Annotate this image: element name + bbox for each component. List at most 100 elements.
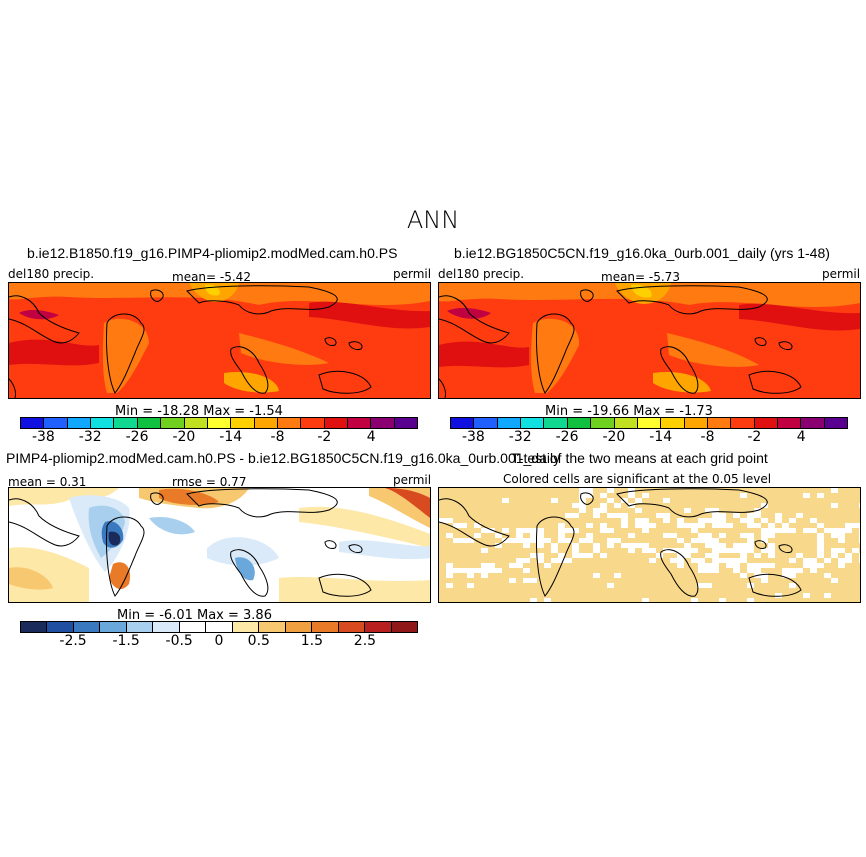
insignificant-cell bbox=[705, 508, 712, 513]
insignificant-cell bbox=[691, 548, 698, 553]
insignificant-cell bbox=[586, 533, 593, 538]
colorbar-top-left-swatch-16 bbox=[394, 418, 418, 428]
insignificant-cell bbox=[803, 558, 810, 563]
insignificant-cell bbox=[656, 553, 663, 558]
insignificant-cell bbox=[789, 558, 796, 563]
insignificant-cell bbox=[635, 498, 642, 503]
insignificant-cell bbox=[635, 543, 642, 548]
insignificant-cell bbox=[593, 513, 600, 518]
insignificant-cell bbox=[537, 533, 544, 538]
colorbar-bottom-left-tick-label: -0.5 bbox=[165, 633, 193, 649]
colorbar-top-right-swatch-5 bbox=[567, 418, 592, 428]
insignificant-cell bbox=[768, 563, 775, 568]
insignificant-cell bbox=[453, 568, 460, 573]
insignificant-cell bbox=[495, 568, 502, 573]
insignificant-cell bbox=[705, 583, 712, 588]
insignificant-cell bbox=[747, 533, 754, 538]
insignificant-cell bbox=[782, 568, 789, 573]
colorbar-bottom-left-tick-label: 0 bbox=[214, 633, 224, 649]
insignificant-cell bbox=[831, 503, 838, 508]
insignificant-cell bbox=[677, 558, 684, 563]
heatmap-bottom-left bbox=[9, 488, 430, 602]
insignificant-cell bbox=[579, 488, 586, 493]
insignificant-cell bbox=[537, 528, 544, 533]
insignificant-cell bbox=[768, 528, 775, 533]
insignificant-cell bbox=[845, 528, 852, 533]
insignificant-cell bbox=[768, 543, 775, 548]
insignificant-cell bbox=[852, 548, 859, 553]
insignificant-cell bbox=[600, 503, 607, 508]
figure-title: ANN bbox=[406, 206, 460, 234]
insignificant-cell bbox=[607, 513, 614, 518]
insignificant-cell bbox=[642, 598, 649, 602]
insignificant-cell bbox=[544, 563, 551, 568]
insignificant-cell bbox=[719, 518, 726, 523]
insignificant-cell bbox=[600, 528, 607, 533]
colorbar-bottom-left-swatch-4 bbox=[126, 622, 154, 632]
insignificant-cell bbox=[558, 533, 565, 538]
insignificant-cell bbox=[810, 558, 817, 563]
insignificant-cell bbox=[789, 568, 796, 573]
insignificant-cell bbox=[460, 538, 467, 543]
colorbar-top-right-swatch-4 bbox=[544, 418, 568, 428]
insignificant-cell bbox=[845, 558, 852, 563]
colorbar-top-left-swatch-12 bbox=[301, 418, 325, 428]
insignificant-cell bbox=[705, 533, 712, 538]
insignificant-cell bbox=[712, 538, 719, 543]
insignificant-cell bbox=[684, 548, 691, 553]
insignificant-cell bbox=[747, 523, 754, 528]
insignificant-cell bbox=[614, 503, 621, 508]
colorbar-top-right-swatch-2 bbox=[497, 418, 522, 428]
insignificant-cell bbox=[817, 553, 824, 558]
colorbar-bottom-left-swatch-11 bbox=[312, 622, 339, 632]
insignificant-cell bbox=[523, 538, 530, 543]
insignificant-cell bbox=[698, 538, 705, 543]
colorbar-bottom-left-tick-label: -2.5 bbox=[59, 633, 87, 649]
insignificant-cell bbox=[761, 503, 768, 508]
insignificant-cell bbox=[628, 488, 635, 493]
panel-title-top-left: b.ie12.B1850.f19_g16.PIMP4-pliomip2.modM… bbox=[27, 245, 398, 261]
insignificant-cell bbox=[453, 538, 460, 543]
insignificant-cell bbox=[810, 568, 817, 573]
insignificant-cell bbox=[600, 523, 607, 528]
insignificant-cell bbox=[558, 558, 565, 563]
insignificant-cell bbox=[663, 513, 670, 518]
insignificant-cell bbox=[516, 558, 523, 563]
insignificant-cell bbox=[754, 568, 761, 573]
insignificant-cell bbox=[684, 543, 691, 548]
colorbar-top-right-swatch-7 bbox=[614, 418, 638, 428]
insignificant-cell bbox=[817, 563, 824, 568]
colorbar-top-left-tick-label: 4 bbox=[366, 429, 376, 445]
insignificant-cell bbox=[859, 538, 860, 543]
colorbar-bottom-left-swatch-7 bbox=[206, 622, 233, 632]
insignificant-cell bbox=[796, 553, 803, 558]
insignificant-cell bbox=[747, 518, 754, 523]
insignificant-cell bbox=[698, 563, 705, 568]
colorbar-top-right-tick-label: -20 bbox=[602, 429, 626, 445]
insignificant-cell bbox=[446, 518, 453, 523]
colorbar-top-left-swatch-4 bbox=[114, 418, 138, 428]
insignificant-cell bbox=[845, 553, 852, 558]
colorbar-top-right-swatch-11 bbox=[707, 418, 732, 428]
insignificant-cell bbox=[838, 528, 845, 533]
insignificant-cell bbox=[572, 513, 579, 518]
insignificant-cell bbox=[719, 533, 726, 538]
insignificant-cell bbox=[831, 553, 838, 558]
insignificant-cell bbox=[817, 543, 824, 548]
mean-label-top-right: mean= -5.73 bbox=[601, 270, 680, 284]
insignificant-cell bbox=[796, 513, 803, 518]
insignificant-cell bbox=[607, 498, 614, 503]
insignificant-cell bbox=[838, 563, 845, 568]
insignificant-cell bbox=[621, 518, 628, 523]
insignificant-cell bbox=[684, 508, 691, 513]
units-label-top-left: permil bbox=[393, 267, 432, 281]
insignificant-cell bbox=[677, 563, 684, 568]
colorbar-bottom-left-swatch-13 bbox=[365, 622, 392, 632]
colorbar-top-right-swatch-1 bbox=[474, 418, 498, 428]
insignificant-cell bbox=[621, 523, 628, 528]
insignificant-cell bbox=[572, 553, 579, 558]
insignificant-cell bbox=[516, 533, 523, 538]
insignificant-cell bbox=[810, 518, 817, 523]
insignificant-cell bbox=[761, 563, 768, 568]
map-bottom-right bbox=[438, 487, 861, 603]
